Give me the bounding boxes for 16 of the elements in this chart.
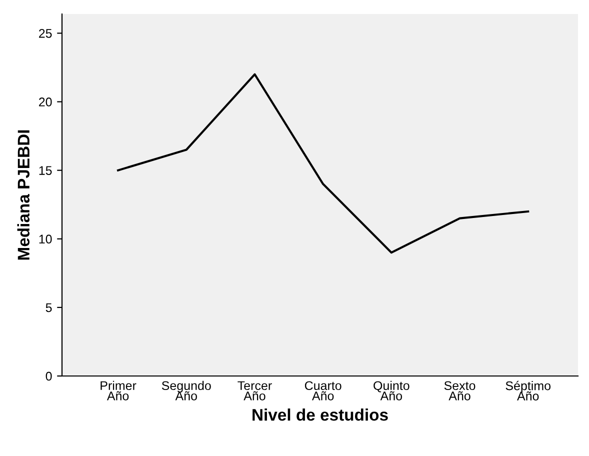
y-tick-label: 5 — [46, 303, 52, 312]
x-tick-label: Sexto Año — [444, 381, 476, 400]
y-tick-label: 25 — [39, 29, 52, 38]
x-tick-label: Segundo Año — [162, 380, 211, 400]
x-tick-label: Cuarto Año — [304, 381, 342, 400]
line-series — [116, 73, 530, 254]
y-tick-label: 20 — [39, 98, 52, 106]
x-tick-label: Tercer Año — [238, 381, 272, 400]
y-tick-label: 0 — [46, 372, 52, 381]
x-tick-label: Primer Año — [100, 380, 136, 400]
y-tick-label: 15 — [39, 166, 52, 175]
y-axis-title: Mediana PJEBDI — [17, 130, 30, 260]
x-tick-label: Quinto Año — [374, 380, 410, 400]
y-tick-label: 10 — [39, 234, 52, 244]
x-tick-label: Séptimo Año — [506, 380, 551, 400]
x-axis-title: Nivel de estudios — [252, 408, 388, 421]
